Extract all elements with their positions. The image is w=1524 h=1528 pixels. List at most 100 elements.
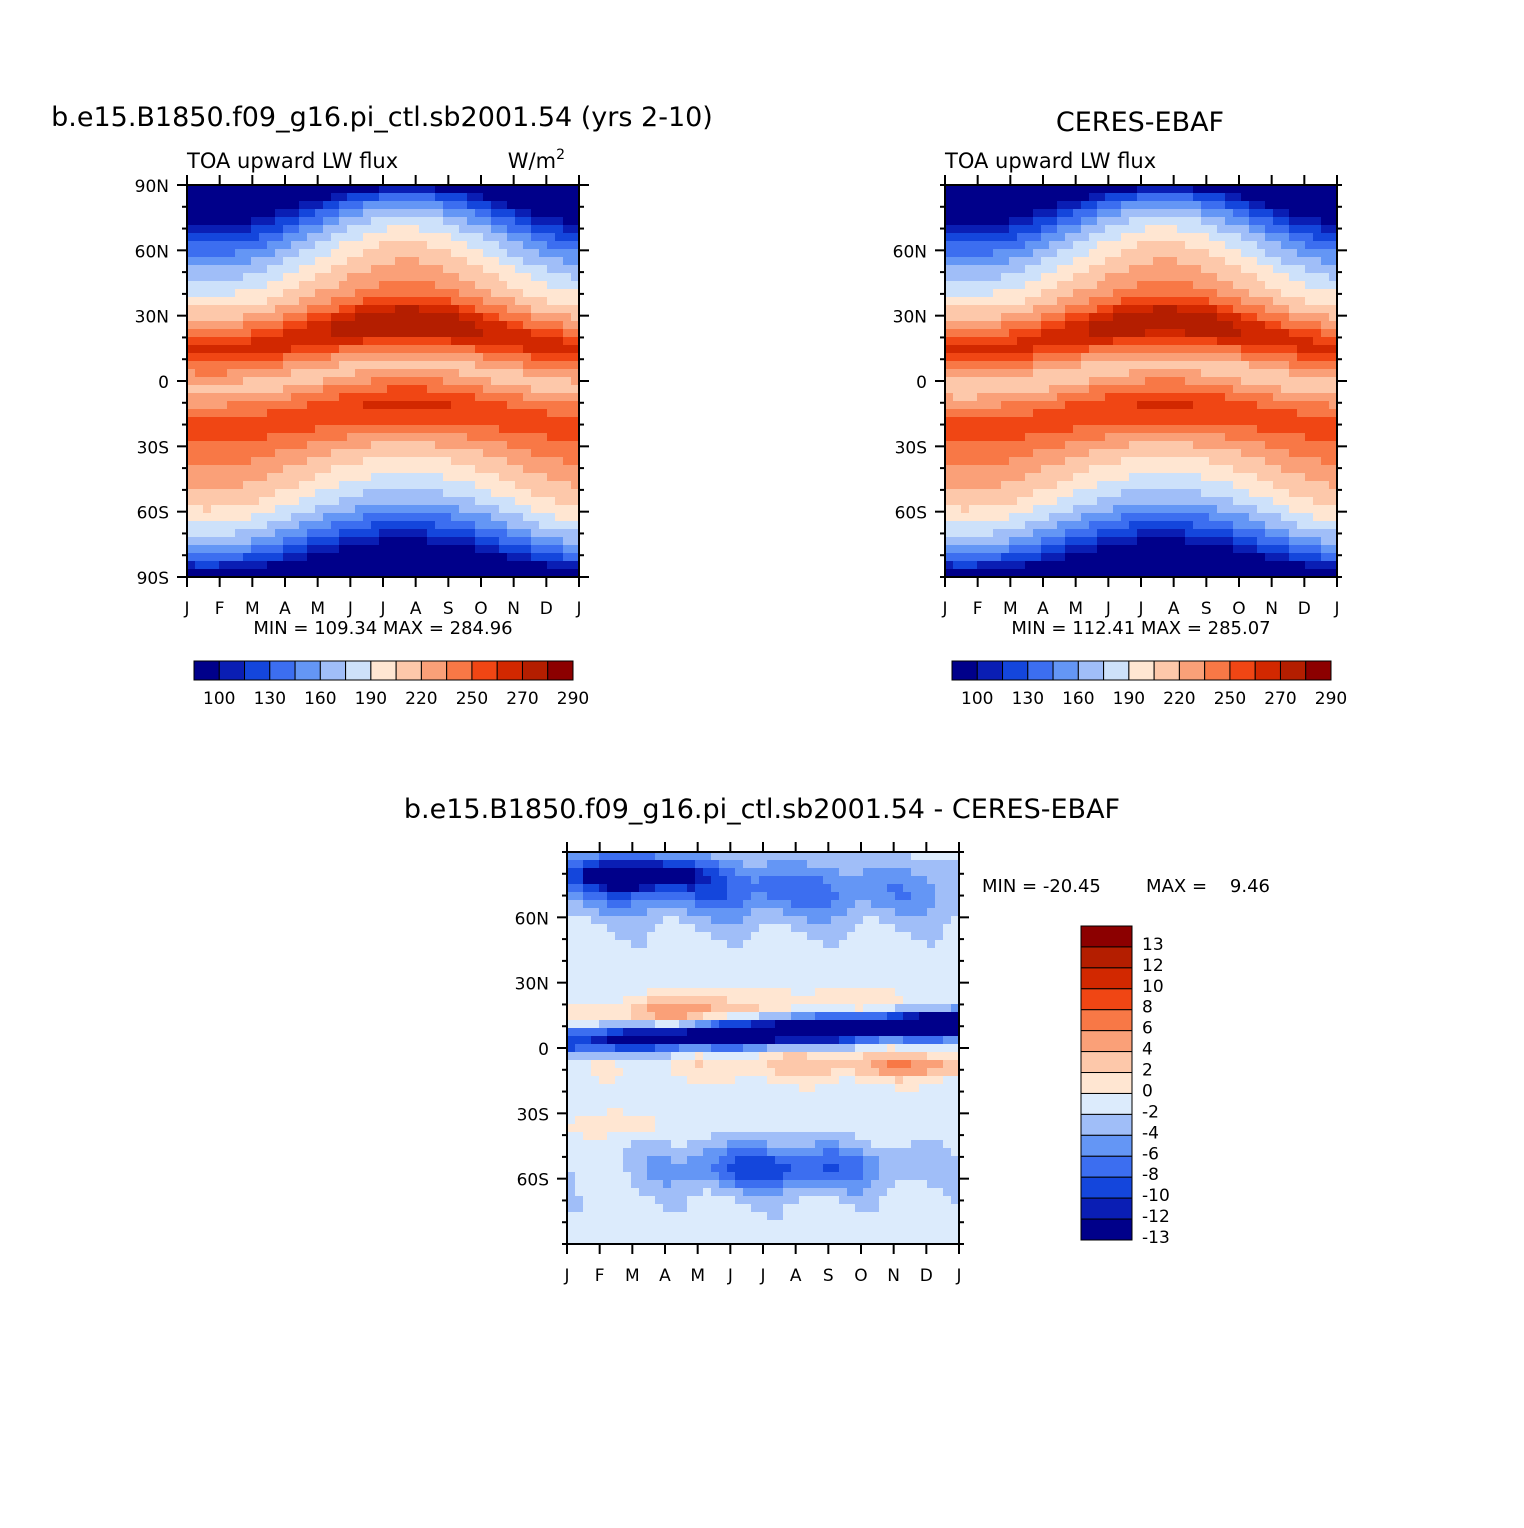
obs-field-cell bbox=[1273, 385, 1282, 394]
obs-field-cell bbox=[1281, 305, 1290, 314]
model-field-cell bbox=[363, 377, 372, 386]
model-field-cell bbox=[299, 377, 308, 386]
model-field-cell bbox=[203, 193, 212, 202]
obs-field-cell bbox=[977, 505, 986, 514]
obs-field-cell bbox=[1057, 457, 1066, 466]
obs-field-cell bbox=[1121, 225, 1130, 234]
obs-field-cell bbox=[1153, 433, 1162, 442]
obs-field-cell bbox=[1289, 473, 1298, 482]
model-field-cell bbox=[499, 409, 508, 418]
model-field-cell bbox=[251, 233, 260, 242]
obs-field-cell bbox=[1225, 505, 1234, 514]
model-field-cell bbox=[235, 273, 244, 282]
model-field-cell bbox=[315, 473, 324, 482]
model-field-cell bbox=[203, 233, 212, 242]
obs-field-cell bbox=[1313, 313, 1322, 322]
obs-field-cell bbox=[1057, 529, 1066, 538]
model-field-cell bbox=[227, 233, 236, 242]
model-field-cell bbox=[379, 281, 388, 290]
obs-field-cell bbox=[993, 217, 1002, 226]
model-field-cell bbox=[451, 377, 460, 386]
obs-field-cell bbox=[1025, 545, 1034, 554]
obs-field-cell bbox=[1089, 417, 1098, 426]
model-field-cell bbox=[347, 185, 356, 194]
model-field-cell bbox=[195, 281, 204, 290]
model-field-cell bbox=[283, 321, 292, 330]
model-field-cell bbox=[291, 257, 300, 266]
obs-field-cell bbox=[1241, 265, 1250, 274]
model-field-cell bbox=[347, 481, 356, 490]
model-field-cell bbox=[483, 353, 492, 362]
obs-field-cell bbox=[1305, 185, 1314, 194]
obs-field-cell bbox=[1241, 337, 1250, 346]
obs-field-cell bbox=[1001, 433, 1010, 442]
model-field-cell bbox=[235, 185, 244, 194]
obs-field-cell bbox=[969, 297, 978, 306]
obs-field-cell bbox=[1257, 297, 1266, 306]
model-field-cell bbox=[227, 489, 236, 498]
obs-field-cell bbox=[1185, 321, 1194, 330]
model-field-cell bbox=[459, 465, 468, 474]
obs-field-cell bbox=[1081, 209, 1090, 218]
model-field-cell bbox=[531, 425, 540, 434]
model-field-cell bbox=[363, 353, 372, 362]
obs-field-cell bbox=[1313, 537, 1322, 546]
obs-field-cell bbox=[1017, 273, 1026, 282]
obs-field-cell bbox=[1105, 233, 1114, 242]
model-field-cell bbox=[523, 313, 532, 322]
model-field-cell bbox=[563, 521, 572, 530]
obs-field-cell bbox=[1001, 185, 1010, 194]
obs-field-cell bbox=[1033, 393, 1042, 402]
model-field-cell bbox=[419, 449, 428, 458]
obs-field-cell bbox=[1001, 329, 1010, 338]
model-field-cell bbox=[427, 441, 436, 450]
model-field-cell bbox=[499, 521, 508, 530]
obs-field-cell bbox=[1169, 385, 1178, 394]
obs-field-cell bbox=[1225, 193, 1234, 202]
obs-field-cell bbox=[945, 529, 954, 538]
obs-field-cell bbox=[1169, 209, 1178, 218]
model-field-cell bbox=[539, 225, 548, 234]
obs-field-cell bbox=[1153, 505, 1162, 514]
model-field-cell bbox=[211, 385, 220, 394]
obs-field-cell bbox=[1193, 209, 1202, 218]
model-field-cell bbox=[235, 241, 244, 250]
model-field-cell bbox=[283, 217, 292, 226]
obs-field-cell bbox=[961, 457, 970, 466]
model-field-cell bbox=[411, 313, 420, 322]
model-field-cell bbox=[331, 473, 340, 482]
model-field-cell bbox=[267, 329, 276, 338]
obs-field-cell bbox=[1265, 233, 1274, 242]
obs-field-cell bbox=[977, 185, 986, 194]
obs-field-cell bbox=[1001, 425, 1010, 434]
model-field-cell bbox=[531, 545, 540, 554]
model-field-cell bbox=[427, 233, 436, 242]
model-field-cell bbox=[299, 369, 308, 378]
obs-field-cell bbox=[1009, 401, 1018, 410]
obs-field-cell bbox=[1193, 457, 1202, 466]
model-field-cell bbox=[211, 321, 220, 330]
obs-field-cell bbox=[1097, 353, 1106, 362]
model-field-cell bbox=[507, 529, 516, 538]
obs-field-cell bbox=[1105, 465, 1114, 474]
obs-field-cell bbox=[1321, 305, 1330, 314]
model-field-cell bbox=[443, 257, 452, 266]
obs-field-cell bbox=[1009, 233, 1018, 242]
model-field-cell bbox=[507, 361, 516, 370]
obs-field-cell bbox=[1281, 249, 1290, 258]
model-field-cell bbox=[379, 433, 388, 442]
obs-field-cell bbox=[969, 209, 978, 218]
model-panel: b.e15.B1850.f09_g16.pi_ctl.sb2001.54 (yr… bbox=[51, 102, 713, 709]
model-field-cell bbox=[379, 193, 388, 202]
model-field-cell bbox=[411, 273, 420, 282]
obs-field-cell bbox=[1305, 321, 1314, 330]
model-field-cell bbox=[323, 449, 332, 458]
obs-field-cell bbox=[1177, 377, 1186, 386]
obs-field-cell bbox=[1017, 441, 1026, 450]
obs-field-cell bbox=[1025, 329, 1034, 338]
obs-field-cell bbox=[1097, 305, 1106, 314]
obs-field-cell bbox=[1233, 345, 1242, 354]
model-field-cell bbox=[211, 449, 220, 458]
model-field-cell bbox=[395, 273, 404, 282]
model-field-cell bbox=[307, 249, 316, 258]
